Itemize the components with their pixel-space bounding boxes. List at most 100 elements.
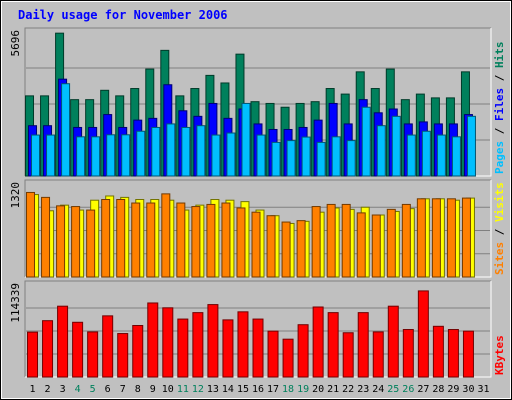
legend-kbytes: KBytes (493, 335, 506, 375)
bar-kbytes-day-29 (447, 329, 459, 378)
bar-kbytes-day-9 (147, 302, 159, 378)
panel-bot-max-label: 114339 (9, 283, 22, 323)
legend-hits: Hits (493, 42, 506, 69)
day-label-3: 3 (60, 384, 66, 395)
bar-pages-day-13 (211, 134, 221, 177)
bar-pages-day-27 (421, 130, 431, 177)
day-label-28: 28 (432, 384, 444, 395)
day-label-20: 20 (312, 384, 324, 395)
bar-kbytes-day-30 (462, 330, 474, 378)
bar-kbytes-day-6 (102, 315, 114, 378)
bar-sites-day-30 (461, 197, 471, 278)
panel-mid-shadow (24, 179, 491, 277)
bar-kbytes-day-23 (357, 312, 369, 378)
bar-sites-day-24 (371, 214, 381, 278)
bar-kbytes-day-16 (252, 318, 264, 378)
bar-kbytes-day-24 (372, 331, 384, 378)
bar-pages-day-20 (316, 141, 326, 177)
day-label-21: 21 (327, 384, 339, 395)
bar-pages-day-18 (286, 140, 296, 177)
bar-sites-day-26 (401, 203, 411, 278)
bar-kbytes-day-12 (192, 312, 204, 378)
day-label-9: 9 (150, 384, 156, 395)
bar-sites-day-2 (41, 196, 51, 278)
bar-pages-day-6 (106, 134, 116, 177)
day-label-14: 14 (222, 384, 234, 395)
bar-kbytes-day-5 (87, 331, 99, 378)
bar-pages-day-15 (241, 102, 251, 177)
bar-kbytes-day-4 (72, 321, 84, 378)
day-label-16: 16 (252, 384, 264, 395)
panel-bot-legend: KBytes (493, 335, 506, 375)
bar-pages-day-24 (376, 125, 386, 177)
panel-mid-max-label: 1320 (9, 182, 22, 209)
bar-sites-day-1 (26, 191, 36, 278)
bar-sites-day-7 (116, 199, 126, 278)
bar-sites-day-3 (56, 205, 66, 278)
day-label-18: 18 (282, 384, 294, 395)
bar-sites-day-23 (356, 212, 366, 278)
bar-kbytes-day-26 (402, 329, 414, 378)
bar-kbytes-day-17 (267, 330, 279, 378)
bar-sites-day-13 (206, 203, 216, 278)
bar-kbytes-day-14 (222, 319, 234, 378)
legend-files: Files (493, 88, 506, 121)
bar-pages-day-1 (31, 134, 41, 177)
bar-pages-day-26 (406, 134, 416, 177)
bar-pages-day-5 (91, 136, 101, 177)
bar-kbytes-day-19 (297, 324, 309, 378)
bar-kbytes-day-10 (162, 307, 174, 378)
bar-pages-day-4 (76, 136, 86, 177)
bar-kbytes-day-15 (237, 311, 249, 378)
bar-pages-day-19 (301, 136, 311, 177)
bar-sites-day-17 (266, 215, 276, 278)
bar-sites-day-19 (296, 220, 306, 278)
bar-pages-day-10 (166, 123, 176, 177)
bar-sites-day-25 (386, 208, 396, 278)
bar-kbytes-day-2 (42, 320, 54, 378)
day-label-15: 15 (237, 384, 249, 395)
day-label-6: 6 (105, 384, 111, 395)
legend-separator: / (493, 222, 506, 242)
bar-kbytes-day-8 (132, 325, 144, 378)
bar-kbytes-day-3 (57, 305, 69, 378)
bar-kbytes-day-25 (387, 305, 399, 378)
bar-pages-day-8 (136, 130, 146, 177)
bar-sites-day-10 (161, 193, 171, 278)
bar-pages-day-23 (361, 106, 371, 177)
bar-pages-day-12 (196, 125, 206, 177)
bar-kbytes-day-28 (432, 325, 444, 378)
panel-top-max-label: 5696 (9, 30, 22, 57)
bar-kbytes-day-21 (327, 312, 339, 378)
panel-mid-legend: Sites / Visits (493, 182, 506, 275)
bar-sites-day-14 (221, 202, 231, 278)
day-label-24: 24 (372, 384, 384, 395)
bar-pages-day-21 (331, 136, 341, 177)
bar-sites-day-22 (341, 203, 351, 278)
bar-pages-day-30 (466, 115, 476, 177)
bar-pages-day-25 (391, 115, 401, 177)
bar-sites-day-16 (251, 211, 261, 278)
bar-sites-day-11 (176, 202, 186, 278)
bar-pages-day-14 (226, 132, 236, 177)
day-label-31: 31 (477, 384, 489, 395)
legend-separator: / (493, 121, 506, 141)
legend-visits: Visits (493, 182, 506, 222)
bar-sites-day-28 (431, 198, 441, 278)
bar-kbytes-day-27 (417, 290, 429, 378)
legend-sites: Sites (493, 242, 506, 275)
bar-sites-day-12 (191, 206, 201, 278)
bar-sites-day-5 (86, 209, 96, 278)
panel-bot-shadow (24, 280, 491, 377)
bar-sites-day-9 (146, 202, 156, 278)
bar-kbytes-day-18 (282, 338, 294, 378)
legend-separator: / (493, 68, 506, 88)
bar-kbytes-day-7 (117, 333, 129, 378)
bar-kbytes-day-1 (27, 331, 39, 378)
bar-kbytes-day-11 (177, 318, 189, 378)
bar-sites-day-20 (311, 206, 321, 278)
bar-pages-day-9 (151, 126, 161, 177)
